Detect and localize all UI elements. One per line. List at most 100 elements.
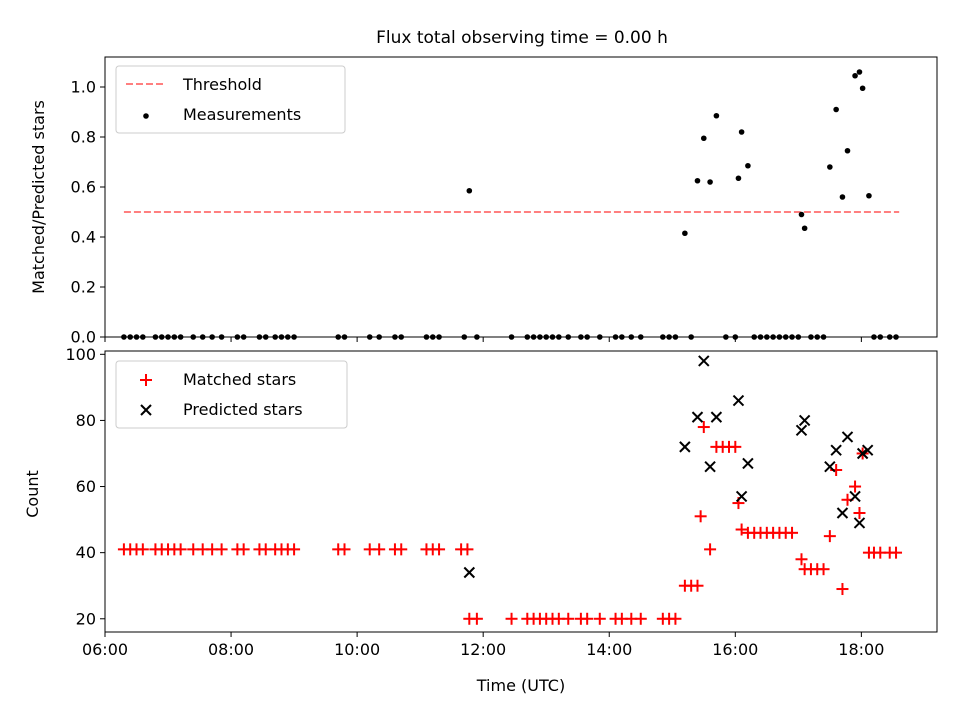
predicted-stars-point xyxy=(742,457,754,470)
measurement-point xyxy=(859,85,866,92)
matched-stars-point xyxy=(562,612,575,625)
matched-stars-point xyxy=(395,543,408,556)
x-tick-label: 18:00 xyxy=(838,640,884,659)
matched-stars-point xyxy=(505,612,518,625)
bottom-y-tick-label: 60 xyxy=(76,477,96,496)
measurement-point xyxy=(801,225,808,232)
predicted-stars-point xyxy=(849,490,861,503)
top-x-ticks xyxy=(104,337,862,342)
predicted-stars-point xyxy=(856,447,869,460)
top-y-tick-label: 0.0 xyxy=(71,328,96,347)
x-tick-label: 14:00 xyxy=(586,640,632,659)
matched-stars-point xyxy=(849,480,862,493)
measurement-point xyxy=(738,129,745,135)
matched-stars-point xyxy=(136,543,149,556)
top-y-tick-label: 0.2 xyxy=(71,278,96,297)
top-panel: 0.0 0.2 0.4 0.6 0.8 1.0 Matched/Predicted sta… xyxy=(29,56,938,347)
top-y-axis-label: Matched/Predicted stars xyxy=(29,100,48,294)
predicted-stars-point xyxy=(463,566,476,579)
top-y-tick-label: 1.0 xyxy=(71,78,96,97)
measurement-point xyxy=(745,162,751,169)
matched-stars-point xyxy=(795,553,808,566)
measurement-point xyxy=(856,69,863,75)
matched-stars-point xyxy=(729,440,742,453)
measurement-point xyxy=(833,106,839,113)
predicted-stars-point xyxy=(710,411,723,423)
bottom-y-tick-label: 40 xyxy=(76,543,96,562)
matched-stars-point xyxy=(338,543,351,556)
predicted-stars-point xyxy=(798,414,811,427)
predicted-stars-point xyxy=(853,517,866,529)
matched-stars-point xyxy=(215,543,228,556)
legend-matched-label: Matched stars xyxy=(183,370,296,389)
bottom-y-ticks: 20 40 60 80 100 xyxy=(65,345,105,628)
top-y-ticks: 0.0 0.2 0.4 0.6 0.8 1.0 xyxy=(71,78,105,347)
predicted-stars-point xyxy=(861,444,874,456)
predicted-stars-point xyxy=(704,460,716,473)
measurement-point xyxy=(700,135,707,142)
matched-stars-point xyxy=(823,530,836,543)
x-tick-label: 08:00 xyxy=(208,640,254,659)
matched-stars-point xyxy=(373,543,386,556)
measurement-point xyxy=(694,177,701,184)
matched-stars-point xyxy=(669,612,682,625)
x-tick-label: 10:00 xyxy=(334,640,380,659)
measurement-point xyxy=(682,230,688,237)
bottom-y-tick-label: 100 xyxy=(65,345,96,364)
matched-stars-point xyxy=(288,543,301,556)
predicted-stars-point xyxy=(691,411,704,423)
measurement-point xyxy=(707,179,713,185)
top-axes-frame xyxy=(104,56,938,338)
matched-stars-point xyxy=(836,583,849,596)
predicted-stars-point xyxy=(836,507,849,519)
legend-threshold-label: Threshold xyxy=(182,75,262,94)
matched-stars-point xyxy=(634,612,647,625)
top-legend: Threshold Measurements xyxy=(115,65,346,134)
bottom-x-ticks: 06:00 08:00 10:00 12:00 14:00 16:00 18:00 xyxy=(82,632,884,659)
bottom-legend: Matched stars Predicted stars xyxy=(115,360,348,429)
predicted-stars-point xyxy=(679,441,691,453)
predicted-stars-point xyxy=(698,355,710,367)
matched-stars-point xyxy=(470,612,483,625)
matched-stars-point xyxy=(694,510,707,523)
legend-predicted-marker xyxy=(140,404,152,416)
bottom-plot-marks xyxy=(117,355,903,625)
figure-title: Flux total observing time = 0.00 h xyxy=(376,28,668,48)
measurement-point xyxy=(839,194,846,200)
top-y-tick-label: 0.6 xyxy=(71,178,96,197)
predicted-stars-point xyxy=(824,460,836,473)
bottom-axes-frame xyxy=(104,350,938,633)
legend-matched-marker xyxy=(140,374,152,386)
x-axis-label: Time (UTC) xyxy=(476,676,565,695)
matched-stars-point xyxy=(433,543,446,556)
bottom-y-axis-label: Count xyxy=(23,470,42,518)
predicted-stars-point xyxy=(735,490,748,503)
matched-stars-point xyxy=(461,543,474,556)
x-tick-label: 06:00 xyxy=(82,640,128,659)
matched-stars-point xyxy=(697,421,710,434)
matched-stars-point xyxy=(890,546,903,559)
matched-stars-point xyxy=(581,612,594,625)
legend-measurements-marker xyxy=(143,113,149,119)
predicted-stars-point xyxy=(830,444,842,456)
top-plot-marks xyxy=(121,69,900,340)
legend-predicted-label: Predicted stars xyxy=(183,400,303,419)
legend-measurements-label: Measurements xyxy=(183,105,301,124)
predicted-stars-point xyxy=(732,394,745,407)
measurement-point xyxy=(827,164,833,170)
matched-stars-point xyxy=(817,563,830,576)
measurement-point xyxy=(852,72,858,79)
x-tick-label: 16:00 xyxy=(712,640,758,659)
matched-stars-point xyxy=(853,506,866,519)
predicted-stars-point xyxy=(795,424,808,437)
matched-stars-point xyxy=(735,523,748,536)
top-legend-box xyxy=(115,65,346,134)
measurement-point xyxy=(798,211,805,218)
matched-stars-point xyxy=(237,543,250,556)
measurement-point xyxy=(466,187,473,194)
bottom-panel: 20 40 60 80 100 06:00 08:00 10:00 12:00 14:00 16:… xyxy=(23,345,938,695)
top-y-tick-label: 0.8 xyxy=(71,128,96,147)
bottom-legend-box xyxy=(115,360,348,429)
top-y-tick-label: 0.4 xyxy=(71,228,96,247)
